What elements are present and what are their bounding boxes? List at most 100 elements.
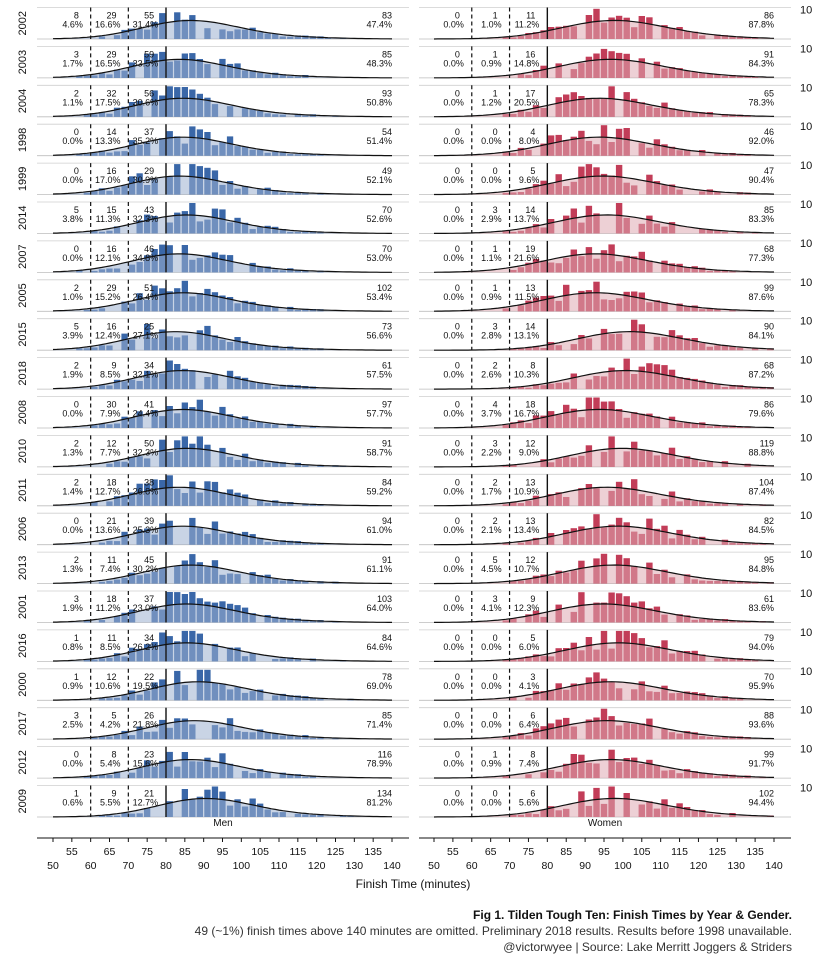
percent-label: 87.6% [748,292,774,302]
count-label: 0 [493,166,498,176]
percent-label: 11.2% [96,603,121,613]
percent-label: 10.7% [514,564,540,574]
percent-label: 1.3% [62,447,83,457]
percent-label: 5.4% [100,759,121,769]
finish-times-chart: 20021084.6%2916.6%5531.4%8347.4%00.0%11.… [17,5,812,892]
right-axis-label: 10 [800,432,812,444]
count-label: 102 [759,789,774,799]
percent-label: 0.0% [443,720,464,730]
x-minor-tick-label: 75 [141,846,153,858]
x-minor-tick-label: 65 [104,846,116,858]
percent-label: 0.0% [443,20,464,30]
percent-label: 12.7% [95,486,121,496]
count-label: 2 [493,516,498,526]
density-curve [433,564,775,585]
count-label: 0 [493,789,498,799]
density-curve [434,719,775,740]
percent-label: 1.2% [481,97,502,107]
count-label: 1 [493,244,498,254]
count-label: 84 [382,477,392,487]
count-label: 0 [74,400,79,410]
count-label: 0 [455,205,460,215]
count-label: 0 [455,166,460,176]
count-label: 6 [530,789,535,799]
count-label: 3 [74,49,79,59]
percent-label: 87.2% [748,370,774,380]
percent-label: 7.7% [100,447,121,457]
density-area [53,137,392,156]
percent-label: 94.4% [748,798,774,808]
percent-label: 84.5% [748,525,774,535]
count-label: 1 [493,283,498,293]
x-minor-tick-label: 75 [523,846,535,858]
count-label: 0 [455,244,460,254]
row-year-label: 2017 [17,711,29,735]
row-year-label: 2011 [17,478,29,502]
percent-label: 0.0% [62,525,83,535]
right-axis-label: 10 [800,43,812,55]
right-axis-label: 10 [800,199,812,211]
count-label: 5 [74,205,79,215]
count-label: 0 [455,789,460,799]
count-label: 3 [493,322,498,332]
count-label: 0 [455,594,460,604]
density-curve [52,97,392,118]
right-axis-label: 10 [800,588,812,600]
percent-label: 0.0% [443,214,464,224]
percent-label: 0.0% [443,253,464,263]
x-major-tick-label: 130 [727,860,745,872]
count-label: 85 [764,205,774,215]
density-curve [434,486,775,507]
count-label: 99 [764,283,774,293]
density-area [53,370,392,390]
percent-label: 13.6% [95,525,121,535]
count-label: 86 [764,11,774,21]
count-label: 5 [530,633,535,643]
density-area [53,448,392,467]
right-axis-label: 10 [800,82,812,94]
percent-label: 57.5% [366,370,392,380]
percent-label: 4.2% [100,720,121,730]
count-label: 4 [493,400,498,410]
x-minor-tick-label: 55 [66,846,78,858]
density-area [434,642,774,662]
percent-label: 15.2% [95,292,121,302]
percent-label: 21.6% [514,253,540,263]
density-curve [433,19,775,40]
percent-label: 27.1% [133,331,159,341]
density-area [434,448,774,467]
x-major-tick-label: 50 [47,860,59,872]
count-label: 2 [493,477,498,487]
density-curve [53,642,392,662]
density-area [434,370,774,390]
percent-label: 6.4% [519,720,540,730]
count-label: 9 [530,594,535,604]
percent-label: 13.7% [514,214,540,224]
count-label: 21 [106,516,116,526]
count-label: 0 [455,361,460,371]
count-label: 86 [764,400,774,410]
percent-label: 4.1% [481,603,502,613]
x-major-tick-label: 90 [579,860,591,872]
count-label: 22 [144,672,154,682]
count-label: 0 [455,283,460,293]
percent-label: 30.9% [133,175,159,185]
density-curve [52,408,392,429]
row-year-label: 2016 [17,633,29,657]
x-minor-tick-label: 105 [251,846,269,858]
percent-label: 59.2% [366,486,392,496]
percent-label: 10.9% [514,486,540,496]
x-major-tick-label: 100 [614,860,632,872]
density-curve [52,525,392,546]
x-major-tick-label: 140 [765,860,783,872]
percent-label: 1.9% [62,603,83,613]
x-minor-tick-label: 115 [671,846,688,858]
count-label: 51 [144,283,154,293]
percent-label: 53.0% [366,253,392,263]
density-curve [434,97,775,118]
x-minor-tick-label: 65 [485,846,497,858]
panel-strip-label: Women [588,818,622,829]
density-curve [52,331,392,351]
percent-label: 64.0% [366,603,392,613]
percent-label: 2.9% [481,214,502,224]
